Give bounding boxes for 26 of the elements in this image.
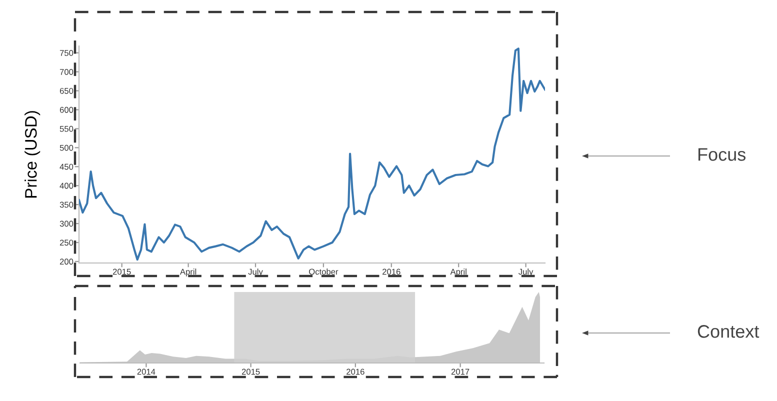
y-tick-label: 750 — [60, 50, 74, 56]
x-tick-label: April — [180, 268, 196, 276]
y-axis-title: Price (USD) — [24, 111, 40, 198]
x-tick-label: 2015 — [242, 368, 260, 375]
y-tick-label: 250 — [60, 240, 74, 246]
y-tick-label: 300 — [60, 220, 74, 227]
y-tick-label: 550 — [60, 126, 74, 132]
x-tick-label: July — [518, 268, 534, 276]
y-tick-label: 350 — [60, 202, 74, 208]
y-tick-label: 450 — [60, 164, 74, 170]
x-tick-label: April — [450, 268, 466, 276]
y-tick-label: 200 — [60, 258, 74, 265]
y-tick-label: 500 — [60, 144, 74, 151]
y-tick-label: 400 — [60, 182, 74, 189]
y-tick-label: 700 — [60, 69, 74, 75]
x-tick-label: 2017 — [451, 368, 470, 375]
text: Context — [698, 325, 760, 338]
x-tick-label: 2016 — [382, 268, 400, 275]
x-tick-label: October — [309, 268, 338, 275]
text: Focus — [698, 148, 746, 161]
x-tick-label: 2016 — [346, 368, 364, 375]
x-tick-label: 2014 — [137, 368, 156, 375]
y-tick-label: 600 — [60, 106, 74, 113]
y-tick-label: 650 — [60, 88, 74, 94]
x-tick-label: 2015 — [112, 268, 131, 275]
line-series — [79, 48, 545, 261]
